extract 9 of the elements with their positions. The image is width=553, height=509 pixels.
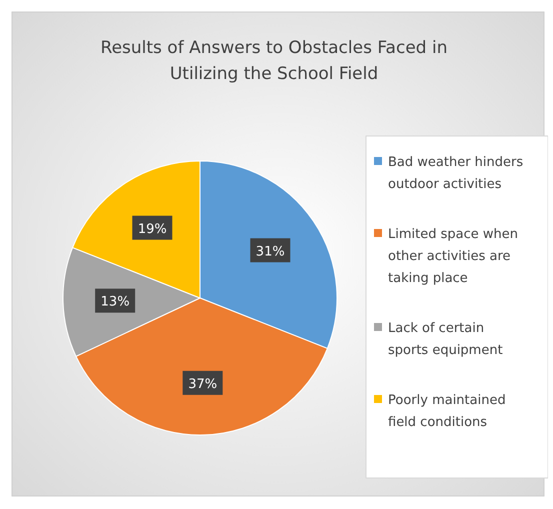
data-label: 31% <box>256 244 285 260</box>
data-label: 19% <box>138 222 167 237</box>
legend-label: Poorly maintained field conditions <box>388 393 506 430</box>
data-label: 37% <box>188 376 218 392</box>
legend-label: Bad weather hinders outdoor activities <box>388 155 524 192</box>
data-label: 13% <box>100 294 130 310</box>
chart-title: Results of Answers to Obstacles Faced in Utilizing the School Field <box>100 38 448 84</box>
legend-label: Limited space when other activities are taking place <box>388 227 518 286</box>
legend-label: Lack of certain sports equipment <box>388 321 503 358</box>
